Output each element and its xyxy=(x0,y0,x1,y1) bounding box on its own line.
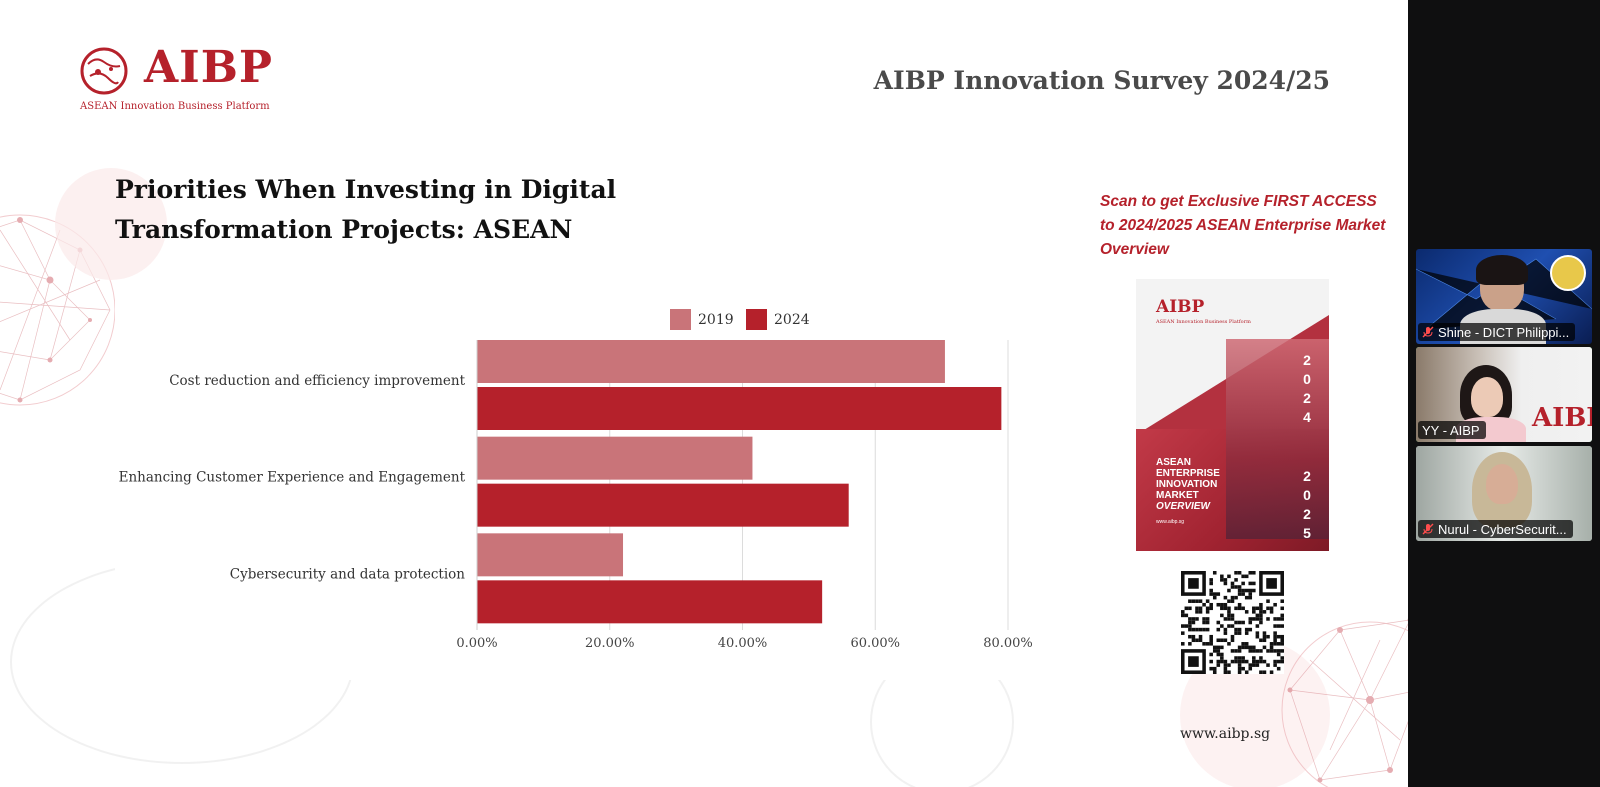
presentation-slide: AIBP ASEAN Innovation Business Platform … xyxy=(0,0,1408,787)
participant-face xyxy=(1471,377,1503,417)
cover-heading-line: INNOVATION xyxy=(1156,479,1218,490)
mic-muted-icon xyxy=(1422,523,1434,535)
globe-logo-icon xyxy=(80,47,128,95)
cover-url: www.aibp.sg xyxy=(1156,519,1185,525)
cover-heading-line: ASEAN xyxy=(1156,457,1192,468)
aibp-logo: AIBP ASEAN Innovation Business Platform xyxy=(78,42,288,114)
participant-name: Nurul - CyberSecurit... xyxy=(1438,521,1567,537)
participant-face xyxy=(1486,464,1518,504)
participant-tile[interactable]: Nurul - CyberSecurit... xyxy=(1416,446,1592,541)
cover-heading-line: OVERVIEW xyxy=(1156,501,1210,512)
x-tick-label: 40.00% xyxy=(718,636,768,651)
bar-2024 xyxy=(477,387,1002,430)
survey-title: AIBP Innovation Survey 2024/25 xyxy=(873,66,1330,95)
cover-year-digit: 2 xyxy=(1303,390,1311,406)
legend-label-2019: 2019 xyxy=(698,312,734,328)
category-label: Cost reduction and efficiency improvemen… xyxy=(169,373,465,389)
participant-name: Shine - DICT Philippi... xyxy=(1438,324,1570,340)
pink-circle-decoration xyxy=(55,168,167,280)
cover-year-digit: 2 xyxy=(1303,506,1311,522)
network-globe-decoration-right xyxy=(1281,618,1408,787)
website-url: www.aibp.sg xyxy=(1180,726,1271,742)
cover-logo: AIBP xyxy=(1156,297,1205,317)
cover-year-digit: 5 xyxy=(1303,525,1311,541)
cover-city-image xyxy=(1226,339,1329,539)
legend-swatch-2024 xyxy=(746,309,767,330)
x-tick-label: 80.00% xyxy=(983,636,1033,651)
participants-sidebar: Shine - DICT Philippi... AIBP YY - AIBP … xyxy=(1408,0,1600,787)
category-label: Cybersecurity and data protection xyxy=(230,566,466,582)
chart-title: Priorities When Investing in Digital Tra… xyxy=(115,170,635,250)
participant-name-bar: Shine - DICT Philippi... xyxy=(1418,323,1576,341)
x-tick-label: 20.00% xyxy=(585,636,635,651)
scan-callout: Scan to get Exclusive FIRST ACCESS to 20… xyxy=(1100,193,1386,258)
legend-swatch-2019 xyxy=(670,309,691,330)
aibp-backdrop-logo: AIBP xyxy=(1532,403,1592,433)
bar-chart: 0.00% 20.00% 40.00% 60.00% 80.00% Cost reduct… xyxy=(115,288,1060,680)
bar-2024 xyxy=(477,483,849,527)
participant-tile-active-speaker[interactable]: AIBP YY - AIBP xyxy=(1416,347,1592,442)
bar-chart-svg: 0.00% 20.00% 40.00% 60.00% 80.00% Cost reduct… xyxy=(119,309,1033,651)
chart-title-line: Priorities When Investing in Digital xyxy=(115,175,617,204)
logo-subtitle: ASEAN Innovation Business Platform xyxy=(80,101,270,112)
cover-heading-line: MARKET xyxy=(1156,490,1199,501)
cover-year-top: 2 0 2 4 xyxy=(1300,351,1314,427)
cover-heading-line: ENTERPRISE xyxy=(1156,468,1220,479)
cover-year-bottom: 2 0 2 5 xyxy=(1300,467,1314,543)
legend-label-2024: 2024 xyxy=(774,312,810,328)
participant-tile[interactable]: Shine - DICT Philippi... xyxy=(1416,249,1592,344)
cover-heading: ASEAN ENTERPRISE INNOVATION MARKET OVERV… xyxy=(1156,457,1246,512)
cover-year-digit: 4 xyxy=(1303,409,1311,425)
x-tick-label: 0.00% xyxy=(456,636,497,651)
cover-year-digit: 2 xyxy=(1303,468,1311,484)
bar-2019 xyxy=(477,533,624,577)
logo-text: AIBP xyxy=(144,42,273,93)
report-cover-image: AIBP ASEAN Innovation Business Platform … xyxy=(1136,279,1329,551)
bar-2019 xyxy=(477,340,945,383)
qr-code-icon xyxy=(1181,571,1284,674)
cover-year-digit: 2 xyxy=(1303,352,1311,368)
cover-subtitle: ASEAN Innovation Business Platform xyxy=(1156,319,1251,325)
participant-name-bar: YY - AIBP xyxy=(1418,421,1486,439)
participant-name-bar: Nurul - CyberSecurit... xyxy=(1418,520,1573,538)
participant-hair xyxy=(1476,255,1528,285)
cover-year-digit: 0 xyxy=(1303,487,1311,503)
x-tick-label: 60.00% xyxy=(850,636,900,651)
chart-title-line: Transformation Projects: ASEAN xyxy=(115,215,573,244)
bar-2024 xyxy=(477,580,823,624)
mic-muted-icon xyxy=(1422,326,1434,338)
bar-2019 xyxy=(477,436,753,480)
dict-seal-icon xyxy=(1550,255,1586,291)
category-label: Enhancing Customer Experience and Engage… xyxy=(119,470,466,486)
cover-year-digit: 0 xyxy=(1303,371,1311,387)
participant-name: YY - AIBP xyxy=(1422,422,1480,438)
network-globe-decoration-left xyxy=(0,214,116,406)
